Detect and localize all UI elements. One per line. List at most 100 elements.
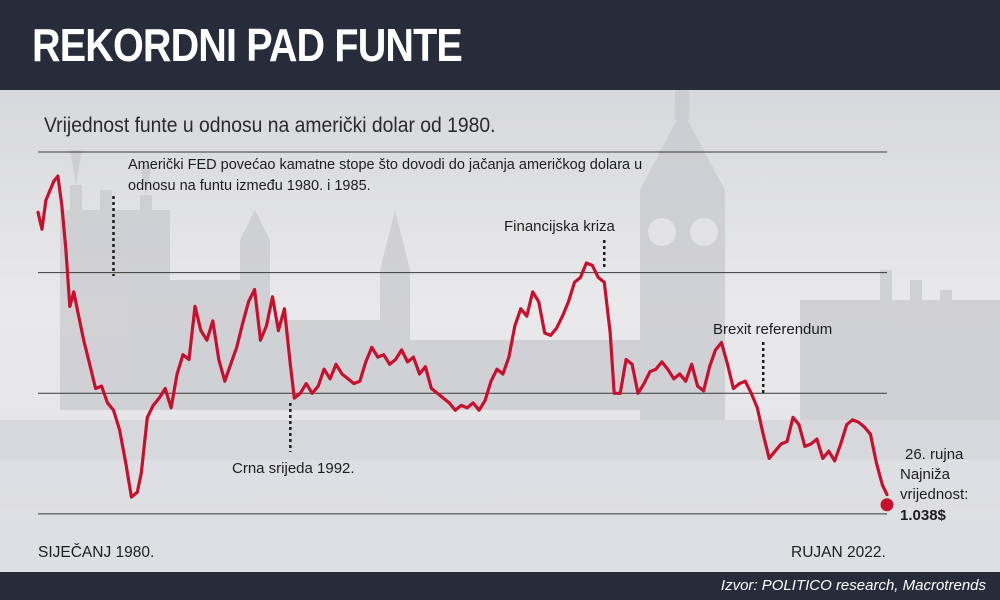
data-point [495, 367, 499, 371]
end-label-line-1: 26. rujna [905, 446, 964, 463]
data-point [364, 360, 368, 364]
data-point [767, 457, 771, 460]
end-label-line-3: vrijednost: [900, 486, 968, 503]
data-point [223, 379, 227, 383]
data-point [424, 365, 427, 369]
data-point [44, 198, 48, 202]
data-point [310, 391, 314, 395]
data-point [193, 305, 197, 308]
data-point [56, 174, 60, 178]
data-point [60, 203, 64, 207]
footer-bar: Izvor: POLITICO research, Macrotrends [0, 572, 1000, 600]
data-point [130, 495, 133, 499]
data-point [666, 367, 670, 371]
data-point [543, 331, 547, 335]
data-point [596, 276, 600, 279]
data-point [714, 348, 717, 352]
data-point [265, 324, 268, 328]
data-point [531, 290, 535, 294]
data-point [253, 288, 256, 291]
data-point [660, 360, 664, 364]
data-point [271, 295, 274, 299]
data-point [288, 362, 292, 366]
data-point [187, 358, 191, 361]
data-point [169, 406, 173, 410]
data-point [459, 404, 463, 407]
data-point [277, 329, 280, 332]
annotation-brexit: Brexit referendum [713, 321, 832, 338]
data-point [519, 307, 523, 311]
data-point [555, 326, 558, 330]
data-point [489, 379, 493, 383]
data-point [175, 372, 179, 376]
data-point [630, 362, 634, 366]
data-point [738, 382, 741, 385]
data-point [839, 442, 843, 446]
data-point [316, 384, 320, 388]
annotation-fed-line-1: Američki FED povećao kamatne stope što d… [128, 157, 642, 173]
data-point [52, 179, 56, 183]
data-point [217, 358, 221, 361]
data-point [106, 401, 109, 405]
data-point [205, 338, 209, 342]
data-point [602, 280, 606, 284]
data-point [608, 331, 612, 335]
data-point [845, 423, 849, 427]
data-point [471, 401, 475, 405]
data-point [779, 442, 783, 446]
data-point [654, 367, 658, 371]
data-point [298, 391, 302, 395]
data-point [259, 338, 262, 342]
data-point [477, 408, 481, 412]
data-point [612, 391, 616, 395]
data-point [352, 382, 356, 385]
data-point [163, 387, 167, 390]
data-point [513, 324, 517, 328]
data-point [181, 353, 185, 357]
x-axis-end-label: RUJAN 2022. [791, 544, 886, 561]
data-point [833, 459, 837, 463]
data-point [76, 309, 80, 313]
data-point [322, 367, 326, 371]
london-skyline-background [0, 90, 1000, 572]
data-point [453, 408, 457, 412]
data-point [815, 437, 819, 441]
data-point [376, 355, 380, 359]
data-point [334, 362, 338, 366]
data-point [370, 346, 374, 349]
data-point [94, 387, 97, 390]
data-point [773, 449, 777, 453]
data-point [827, 449, 831, 453]
data-point [82, 338, 86, 342]
gbp-usd-series-line [36, 174, 889, 499]
annotation-black-wednesday: Crna srijeda 1992. [232, 460, 355, 477]
data-point [358, 379, 362, 383]
page-title: REKORDNI PAD FUNTE [32, 19, 463, 71]
data-point [672, 377, 676, 381]
data-point [749, 391, 753, 395]
data-point [821, 457, 825, 460]
data-point [340, 372, 344, 376]
data-point [561, 314, 564, 318]
data-point [785, 440, 789, 443]
data-point [720, 341, 723, 344]
data-point [328, 377, 332, 381]
data-point [304, 382, 308, 385]
data-point [590, 264, 594, 267]
data-point [579, 276, 582, 279]
data-point [412, 355, 415, 359]
data-point [851, 418, 854, 422]
data-point [436, 391, 439, 395]
data-point [483, 399, 487, 402]
data-point [465, 406, 469, 410]
data-point [135, 490, 139, 494]
data-point [732, 387, 735, 390]
data-point [157, 396, 161, 400]
data-point [151, 404, 155, 407]
data-point [885, 493, 889, 496]
data-point [761, 432, 765, 436]
data-point [68, 305, 72, 308]
gridlines [38, 151, 887, 515]
data-point [382, 353, 386, 357]
data-point [881, 483, 884, 487]
